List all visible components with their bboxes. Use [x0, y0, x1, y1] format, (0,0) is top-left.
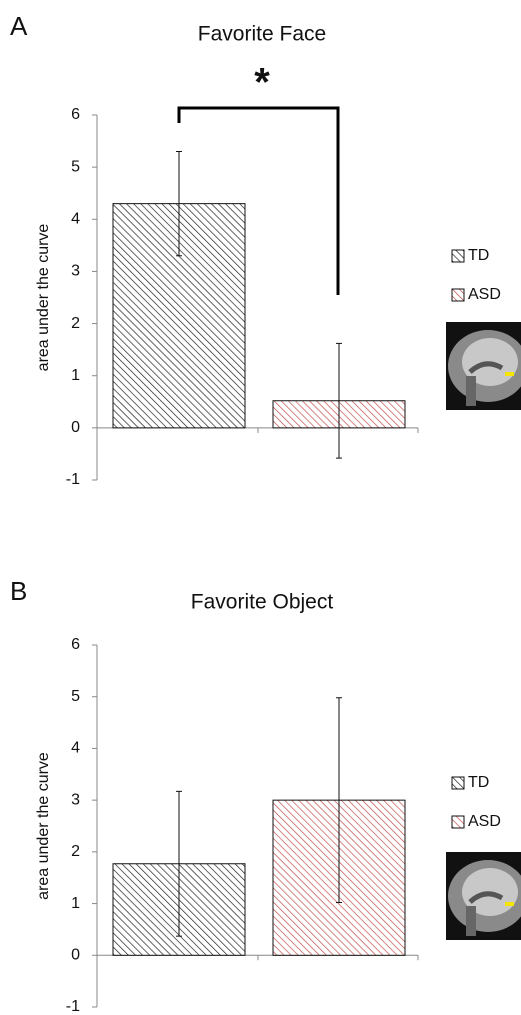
- legend-swatch: [451, 815, 465, 829]
- y-tick-label: 3: [71, 791, 80, 808]
- significance-bracket: [177, 106, 340, 295]
- y-axis-label: area under the curve: [35, 752, 52, 900]
- legend-label: TD: [468, 774, 489, 791]
- legend-swatch: [451, 776, 465, 790]
- chart-title: Favorite Object: [191, 591, 334, 614]
- legend-swatch: [451, 249, 465, 263]
- y-tick-label: 0: [71, 947, 80, 964]
- brain-image: [446, 852, 521, 940]
- error-bar: [176, 790, 182, 937]
- legend-label: ASD: [468, 286, 501, 303]
- legend-label: ASD: [468, 813, 501, 830]
- y-tick-label: 1: [71, 895, 80, 912]
- error-bar: [176, 151, 182, 257]
- legend-label: TD: [468, 247, 489, 264]
- y-tick-label: 5: [71, 688, 80, 705]
- y-tick-label: 1: [71, 367, 80, 384]
- error-bar: [336, 342, 342, 459]
- legend-swatch: [451, 288, 465, 302]
- y-tick-label: -1: [66, 998, 80, 1015]
- y-tick-label: 4: [71, 211, 80, 228]
- y-tick-label: 6: [71, 106, 80, 123]
- y-tick-label: 6: [71, 636, 80, 653]
- y-tick-label: 0: [71, 419, 80, 436]
- y-tick-label: -1: [66, 471, 80, 488]
- y-tick-label: 2: [71, 315, 80, 332]
- panel-label: A: [10, 11, 28, 41]
- y-tick-label: 3: [71, 263, 80, 280]
- chart-title: Favorite Face: [198, 23, 326, 46]
- y-tick-label: 4: [71, 740, 80, 757]
- significance-marker: *: [254, 61, 270, 105]
- y-tick-label: 2: [71, 843, 80, 860]
- y-axis-label: area under the curve: [35, 224, 52, 372]
- error-bar: [336, 697, 342, 904]
- y-tick-label: 5: [71, 158, 80, 175]
- brain-image: [446, 322, 521, 410]
- panel-label: B: [10, 576, 27, 606]
